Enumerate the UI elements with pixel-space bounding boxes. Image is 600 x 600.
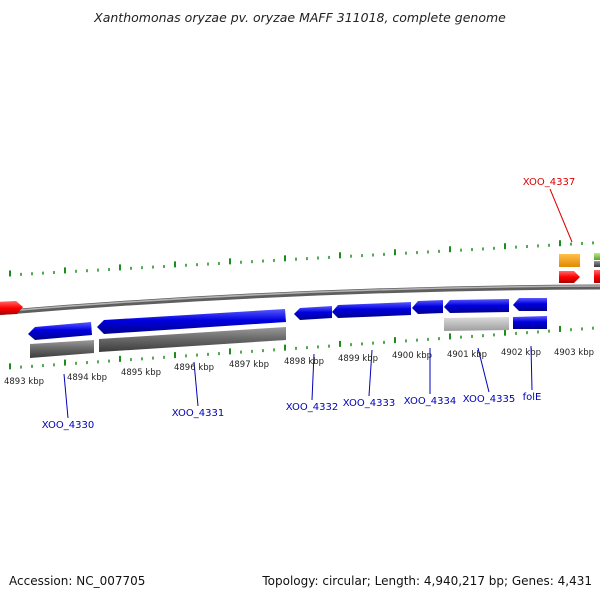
- cds-xoo-4335: [444, 299, 509, 313]
- accession-text: Accession: NC_007705: [9, 574, 146, 588]
- kbp-label: 4894 kbp: [67, 373, 107, 383]
- cds-fole: [513, 298, 547, 311]
- kbp-label: 4893 kbp: [4, 377, 44, 387]
- gene-xoo-4330: [30, 340, 94, 358]
- cds-xoo-4330: [28, 322, 92, 340]
- backbone: [0, 284, 600, 316]
- feature-gray-small: [594, 261, 600, 267]
- cds-xoo-4334: [412, 300, 443, 314]
- gene-label-xoo-4331: XOO_4331: [172, 408, 224, 419]
- kbp-label: 4902 kbp: [501, 348, 541, 358]
- leader-line: [530, 345, 533, 391]
- plus-strand-features: [28, 298, 547, 340]
- kbp-label: 4898 kbp: [284, 357, 324, 367]
- feature-orange: [559, 254, 580, 267]
- gene-labels: XOO_4330 XOO_4331 XOO_4332 XOO_4333 XOO_4334…: [42, 177, 575, 431]
- leader-line: [368, 349, 373, 397]
- kbp-label: 4900 kbp: [392, 351, 432, 361]
- lower-tick-row: [9, 325, 594, 370]
- feature-green: [594, 253, 600, 260]
- cds-minus-left: [0, 301, 23, 315]
- gene-label-xoo-4330: XOO_4330: [42, 420, 94, 431]
- gene-track: [30, 316, 547, 358]
- leader-line: [63, 373, 69, 419]
- cds-xoo-4337: [559, 271, 580, 283]
- kbp-label: 4897 kbp: [229, 360, 269, 370]
- kbp-label: 4901 kbp: [447, 350, 487, 360]
- gene-label-fole: folE: [523, 392, 542, 403]
- kbp-label: 4899 kbp: [338, 354, 378, 364]
- cds-xoo-4331: [97, 309, 286, 334]
- kbp-label: 4903 kbp: [554, 348, 594, 358]
- leader-line: [477, 347, 490, 393]
- gene-label-xoo-4334: XOO_4334: [404, 396, 456, 407]
- gene-label-xoo-4337: XOO_4337: [523, 177, 575, 188]
- gene-fole: [513, 316, 547, 329]
- kbp-labels: 4893 kbp 4894 kbp 4895 kbp 4896 kbp 4897 kbp…: [4, 348, 594, 387]
- gene-xoo-4331: [99, 327, 286, 352]
- kbp-label: 4896 kbp: [174, 363, 214, 373]
- gene-label-xoo-4335: XOO_4335: [463, 394, 515, 405]
- leader-line: [549, 188, 573, 243]
- cds-red-right: [594, 270, 600, 283]
- cds-xoo-4332: [294, 306, 332, 320]
- upper-tick-row: [9, 240, 594, 277]
- leader-line: [311, 353, 315, 401]
- gene-label-xoo-4333: XOO_4333: [343, 398, 395, 409]
- leader-line: [193, 361, 199, 407]
- right-edge-features: [559, 253, 600, 283]
- pseudo-gene: [444, 317, 509, 331]
- label-leader-lines: [63, 188, 573, 419]
- kbp-label: 4895 kbp: [121, 368, 161, 378]
- cds-xoo-4333: [332, 302, 411, 318]
- topology-text: Topology: circular; Length: 4,940,217 bp…: [262, 574, 592, 588]
- minus-strand-features: [0, 301, 23, 315]
- map-title: Xanthomonas oryzae pv. oryzae MAFF 31101…: [94, 10, 506, 25]
- gene-label-xoo-4332: XOO_4332: [286, 402, 338, 413]
